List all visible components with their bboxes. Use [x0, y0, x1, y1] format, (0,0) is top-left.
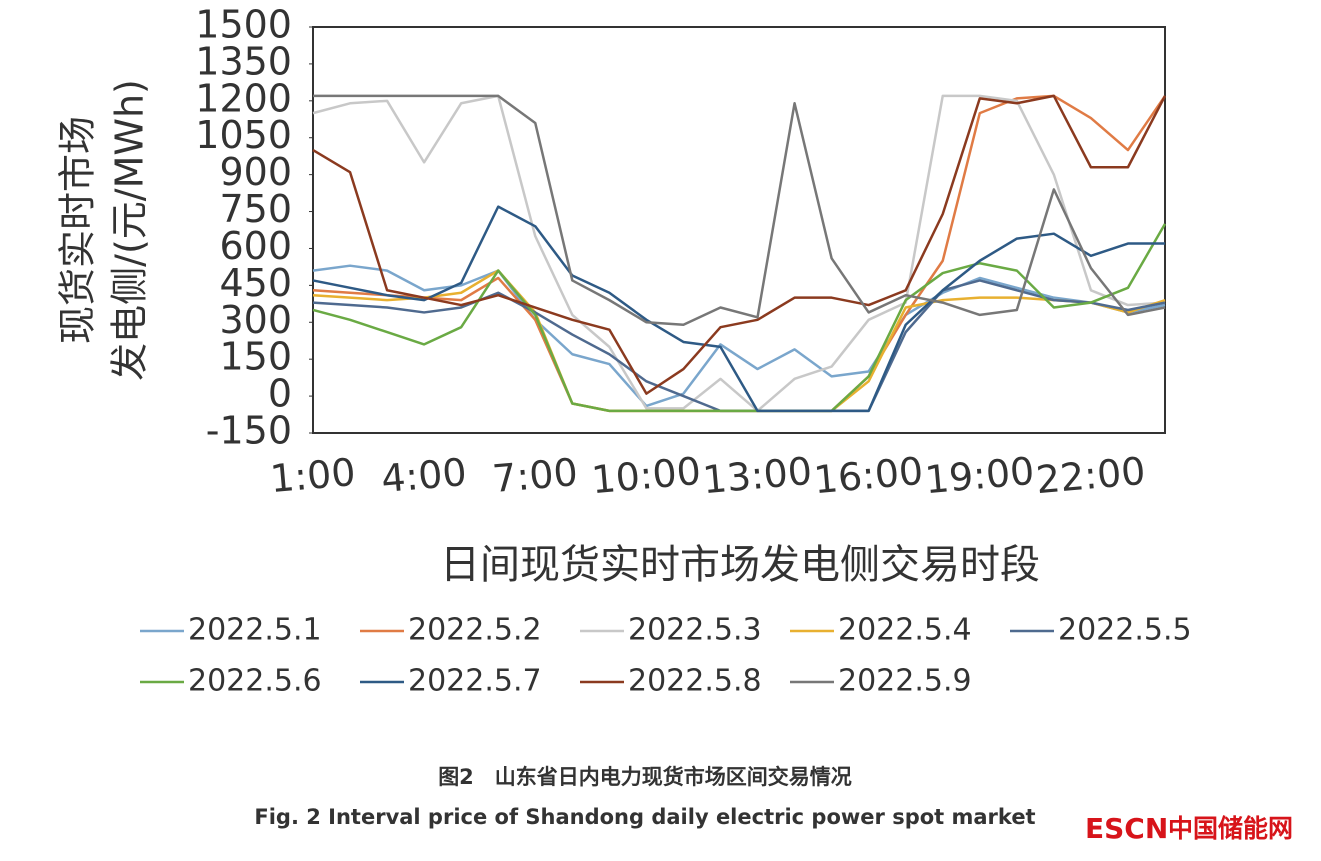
legend-label: 2022.5.6 [188, 664, 322, 699]
series-line [312, 94, 1167, 395]
x-tick-label: 13:00 [701, 449, 814, 502]
x-tick-label: 22:00 [1034, 449, 1147, 502]
y-tick-label: 1050 [195, 113, 292, 157]
y-axis-title-line: 现货实时市场 [56, 116, 100, 344]
legend-label: 2022.5.9 [838, 664, 972, 699]
legend-label: 2022.5.8 [628, 664, 762, 699]
x-tick-label: 10:00 [590, 449, 703, 502]
x-tick-label: 16:00 [812, 449, 925, 502]
plot-frame [312, 26, 1166, 434]
x-tick-label: 7:00 [491, 450, 580, 501]
y-tick-label: 1200 [195, 76, 292, 120]
legend-label: 2022.5.4 [838, 613, 972, 648]
series-line [312, 94, 1166, 413]
x-axis-title: 日间现货实时市场发电侧交易时段 [440, 542, 1040, 588]
y-tick-label: 750 [219, 187, 292, 231]
y-tick-label: 300 [219, 298, 292, 342]
y-tick-label: 1350 [195, 39, 292, 83]
caption: 图2 山东省日内电力现货市场区间交易情况 [438, 765, 852, 789]
caption: Fig. 2 Interval price of Shandong daily … [254, 805, 1035, 829]
legend-label: 2022.5.2 [408, 613, 542, 648]
y-axis-title-line: 发电侧/(元/MWh) [108, 79, 152, 381]
legend-label: 2022.5.3 [628, 613, 762, 648]
y-tick-label: 600 [219, 224, 292, 268]
x-tick-label: 1:00 [268, 450, 357, 501]
logo: 中国储能网 [1168, 814, 1293, 843]
legend-label: 2022.5.5 [1058, 613, 1192, 648]
y-tick-label: 450 [219, 261, 292, 305]
series-line [313, 94, 1166, 326]
series-line [312, 205, 1165, 413]
series-line [312, 223, 1167, 413]
y-tick-label: 900 [219, 150, 292, 194]
y-axis-title: 现货实时市场 发电侧/(元/MWh) [56, 79, 152, 381]
x-tick-label: 4:00 [379, 450, 468, 501]
logo: ESCN [1085, 812, 1168, 845]
legend-label: 2022.5.7 [408, 664, 542, 699]
y-tick-label: -150 [206, 409, 292, 453]
y-tick-label: 0 [268, 372, 292, 416]
y-tick-label: 150 [219, 335, 292, 379]
y-tick-label: 1500 [195, 3, 292, 47]
legend-label: 2022.5.1 [188, 613, 322, 648]
x-tick-label: 19:00 [923, 449, 1036, 502]
